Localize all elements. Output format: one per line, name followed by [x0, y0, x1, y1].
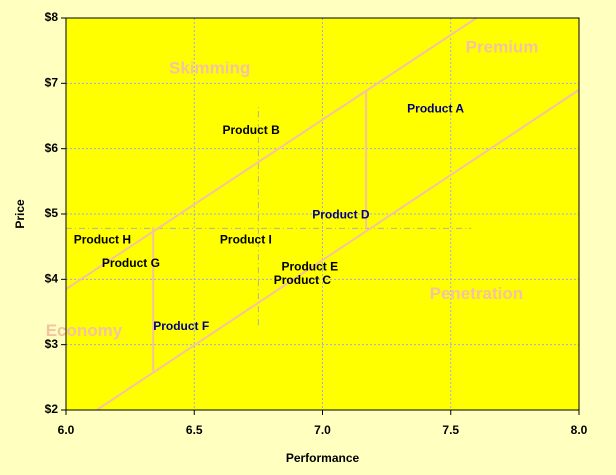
axes: 6.0 6.5 7.0 7.5 8.0 $2 $3 $4 $5 $6 $7 $8 [45, 10, 588, 437]
y-tick-label: $2 [45, 402, 59, 416]
region-label: Economy [46, 321, 123, 340]
product-label: Product B [222, 123, 280, 137]
y-tick-label: $4 [45, 272, 59, 286]
x-tick-label: 7.5 [442, 423, 459, 437]
gridlines [66, 18, 579, 410]
product-label: Product A [407, 102, 464, 116]
boundary-line [65, 17, 477, 290]
region-labels: Premium Skimming Penetration Economy [46, 38, 539, 341]
y-tick-label: $3 [45, 337, 59, 351]
reference-lines [66, 106, 472, 326]
y-tick-label: $5 [45, 206, 59, 220]
region-label: Skimming [169, 58, 250, 77]
boundary-lines [65, 17, 580, 411]
product-label: Product E [281, 260, 338, 274]
region-label: Premium [466, 38, 539, 57]
region-label: Penetration [430, 284, 524, 303]
y-tick-label: $6 [45, 141, 59, 155]
boundary-line [96, 89, 580, 411]
product-label: Product C [274, 273, 332, 287]
product-label: Product H [74, 232, 131, 246]
y-axis-title: Price [13, 199, 27, 229]
x-tick-label: 8.0 [571, 423, 588, 437]
y-tick-label: $8 [45, 10, 59, 24]
product-label: Product D [312, 207, 370, 221]
x-tick-label: 6.5 [186, 423, 203, 437]
x-tick-label: 7.0 [314, 423, 331, 437]
x-tick-label: 6.0 [58, 423, 75, 437]
product-labels: Product A Product B Product C Product D Prod… [74, 102, 465, 334]
product-label: Product G [102, 256, 160, 270]
product-label: Product I [220, 232, 272, 246]
y-tick-label: $7 [45, 76, 59, 90]
product-label: Product F [153, 319, 209, 333]
x-axis-title: Performance [286, 451, 360, 465]
